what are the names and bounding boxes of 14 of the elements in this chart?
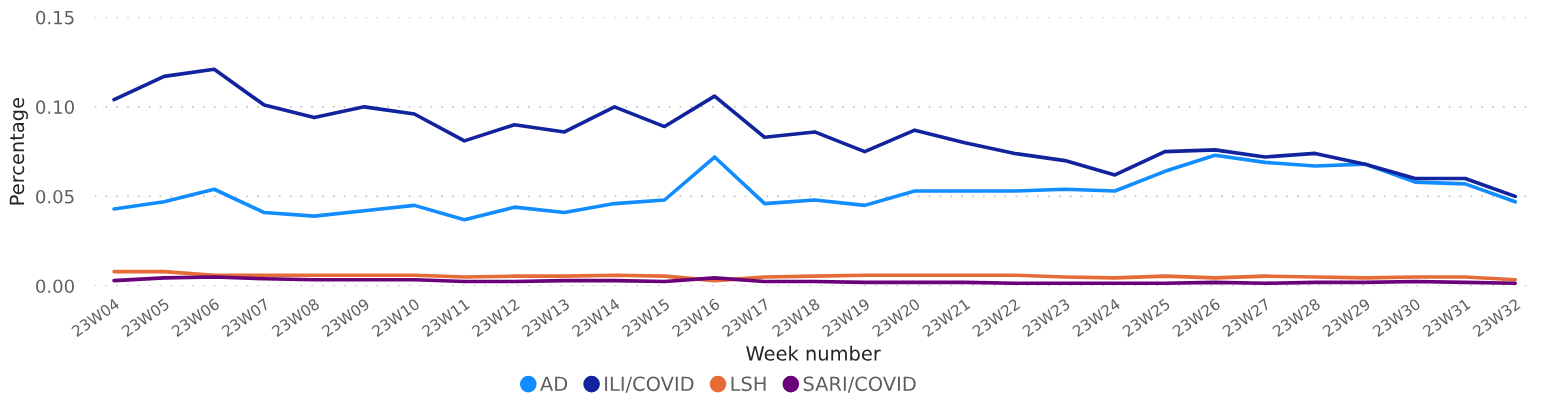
- line-series: [112, 153, 1518, 222]
- line-series: [112, 269, 1518, 283]
- x-axis-title: Week number: [746, 345, 881, 361]
- legend-label: ILI/COVID: [605, 376, 694, 393]
- line-series: [112, 275, 1518, 286]
- y-tick-label: 0.10: [36, 100, 74, 114]
- y-axis-title: Percentage: [9, 97, 28, 205]
- legend-label: SARI/COVID: [803, 376, 916, 393]
- y-tick-label: 0.05: [36, 189, 74, 204]
- legend-label: LSH: [731, 376, 766, 392]
- y-tick-label: 0.15: [36, 10, 74, 25]
- y-tick-label: 0.00: [36, 279, 74, 294]
- line-series: [112, 67, 1518, 199]
- legend-label: AD: [540, 376, 568, 391]
